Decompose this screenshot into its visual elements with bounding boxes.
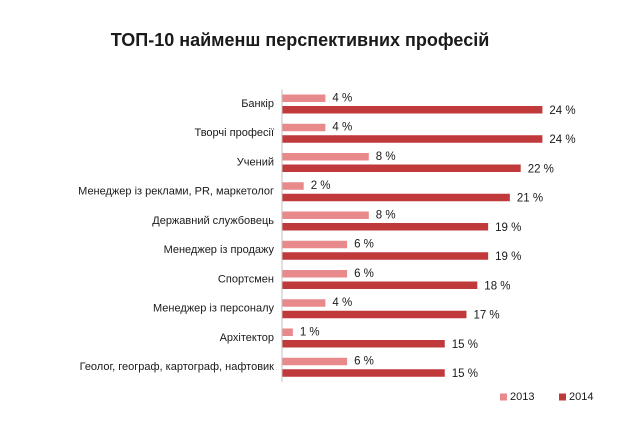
- data-label-2014: 17 %: [473, 310, 499, 322]
- category-label: Архітектор: [220, 332, 274, 344]
- bar-2014: [282, 193, 510, 202]
- category-label: Менеджер із реклами, PR, маркетолог: [78, 186, 274, 198]
- bar-2014: [282, 252, 489, 260]
- data-label-2014: 22 %: [528, 163, 554, 175]
- category-label: Державний службовець: [152, 215, 274, 227]
- category-label: Учений: [237, 156, 274, 168]
- bar-2014: [282, 369, 445, 377]
- data-label-2013: 2 %: [311, 180, 331, 192]
- bar-2013: [282, 182, 304, 190]
- data-label-2013: 8 %: [376, 151, 396, 163]
- bar-2014: [282, 135, 543, 143]
- data-label-2013: 8 %: [376, 209, 396, 221]
- data-label-2013: 6 %: [354, 356, 374, 368]
- data-label-2013: 6 %: [354, 268, 374, 280]
- bar-2014: [282, 281, 478, 289]
- data-label-2014: 15 %: [452, 368, 478, 380]
- bar-2013: [282, 357, 348, 366]
- data-label-2014: 19 %: [495, 251, 521, 263]
- bar-2013: [282, 153, 369, 161]
- bar-2013: [282, 211, 369, 219]
- legend-swatch-2014: [559, 393, 566, 401]
- legend-label-2013: 2013: [510, 391, 534, 403]
- bar-2013: [282, 240, 348, 249]
- bar-2013: [282, 94, 326, 102]
- category-label: Банкір: [241, 98, 274, 110]
- data-label-2013: 6 %: [354, 239, 374, 251]
- data-label-2013: 4 %: [332, 92, 352, 104]
- data-label-2014: 21 %: [517, 193, 543, 205]
- legend-label-2014: 2014: [569, 391, 593, 403]
- data-label-2013: 1 %: [300, 326, 320, 338]
- bar-2014: [282, 164, 521, 172]
- data-label-2014: 15 %: [452, 339, 478, 351]
- data-label-2014: 18 %: [484, 280, 510, 292]
- bar-2013: [282, 270, 348, 278]
- bar-2013: [282, 328, 293, 336]
- bar-2014: [282, 106, 543, 114]
- category-label: Геолог, географ, картограф, нафтовик: [80, 361, 275, 373]
- category-label: Творчі професії: [194, 127, 274, 139]
- bar-2014: [282, 340, 445, 348]
- bar-2013: [282, 123, 326, 132]
- data-label-2014: 24 %: [549, 134, 575, 146]
- data-label-2014: 19 %: [495, 222, 521, 234]
- category-label: Менеджер із продажу: [164, 244, 275, 256]
- chart-title: ТОП-10 найменш перспективних професій: [110, 30, 490, 50]
- legend-swatch-2013: [500, 393, 507, 401]
- data-label-2013: 4 %: [332, 122, 352, 134]
- bar-2013: [282, 299, 326, 307]
- category-label: Спортсмен: [218, 273, 274, 285]
- data-label-2013: 4 %: [332, 297, 352, 309]
- category-label: Менеджер із персоналу: [153, 303, 275, 315]
- bar-2014: [282, 223, 489, 231]
- bar-2014: [282, 310, 467, 319]
- data-label-2014: 24 %: [549, 105, 575, 117]
